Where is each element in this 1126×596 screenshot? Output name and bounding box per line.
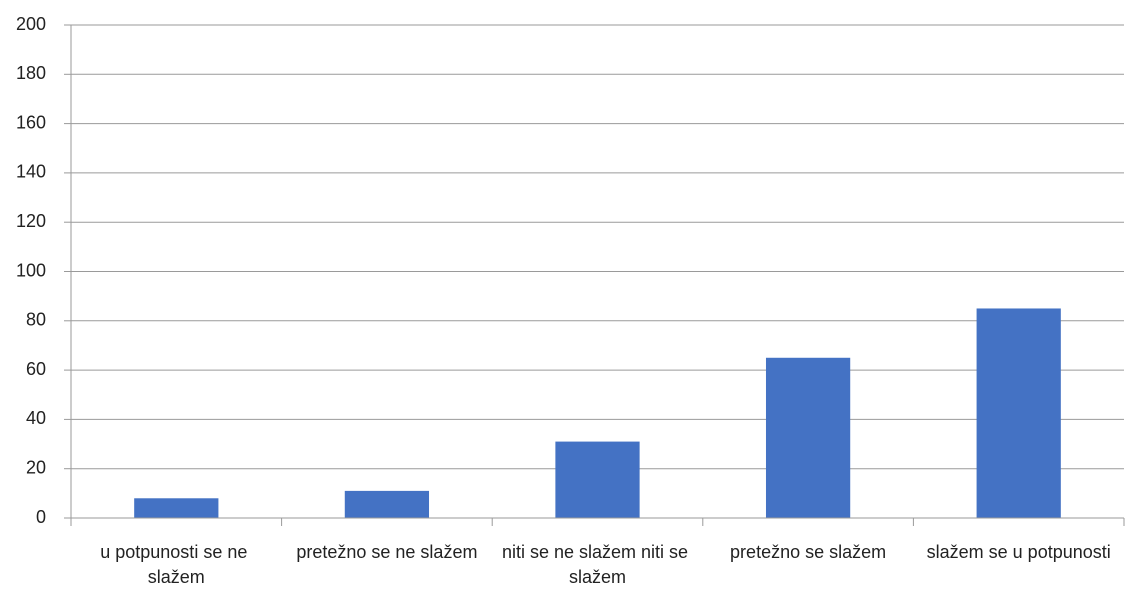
y-tick-label: 140 <box>16 162 46 182</box>
x-tick-label: u potpunosti se ne slažem <box>100 542 252 587</box>
y-tick-label: 180 <box>16 63 46 83</box>
x-tick-label: pretežno se ne slažem <box>296 542 477 562</box>
y-tick-label: 40 <box>26 408 46 428</box>
bar <box>976 308 1061 518</box>
y-tick-label: 120 <box>16 211 46 231</box>
y-tick-label: 160 <box>16 112 46 132</box>
bar <box>344 490 430 518</box>
y-tick-label: 200 <box>16 14 46 34</box>
y-tick-label: 100 <box>16 260 46 280</box>
bar <box>765 357 851 518</box>
x-tick-label: slažem se u potpunosti <box>927 542 1111 562</box>
x-tick-label: pretežno se slažem <box>730 542 886 562</box>
bar <box>555 441 640 518</box>
y-tick-label: 0 <box>36 507 46 527</box>
y-tick-label: 60 <box>26 359 46 379</box>
bar <box>134 498 219 518</box>
y-tick-label: 20 <box>26 457 46 477</box>
y-tick-label: 80 <box>26 310 46 330</box>
x-tick-label: niti se ne slažem niti se slažem <box>502 542 693 587</box>
